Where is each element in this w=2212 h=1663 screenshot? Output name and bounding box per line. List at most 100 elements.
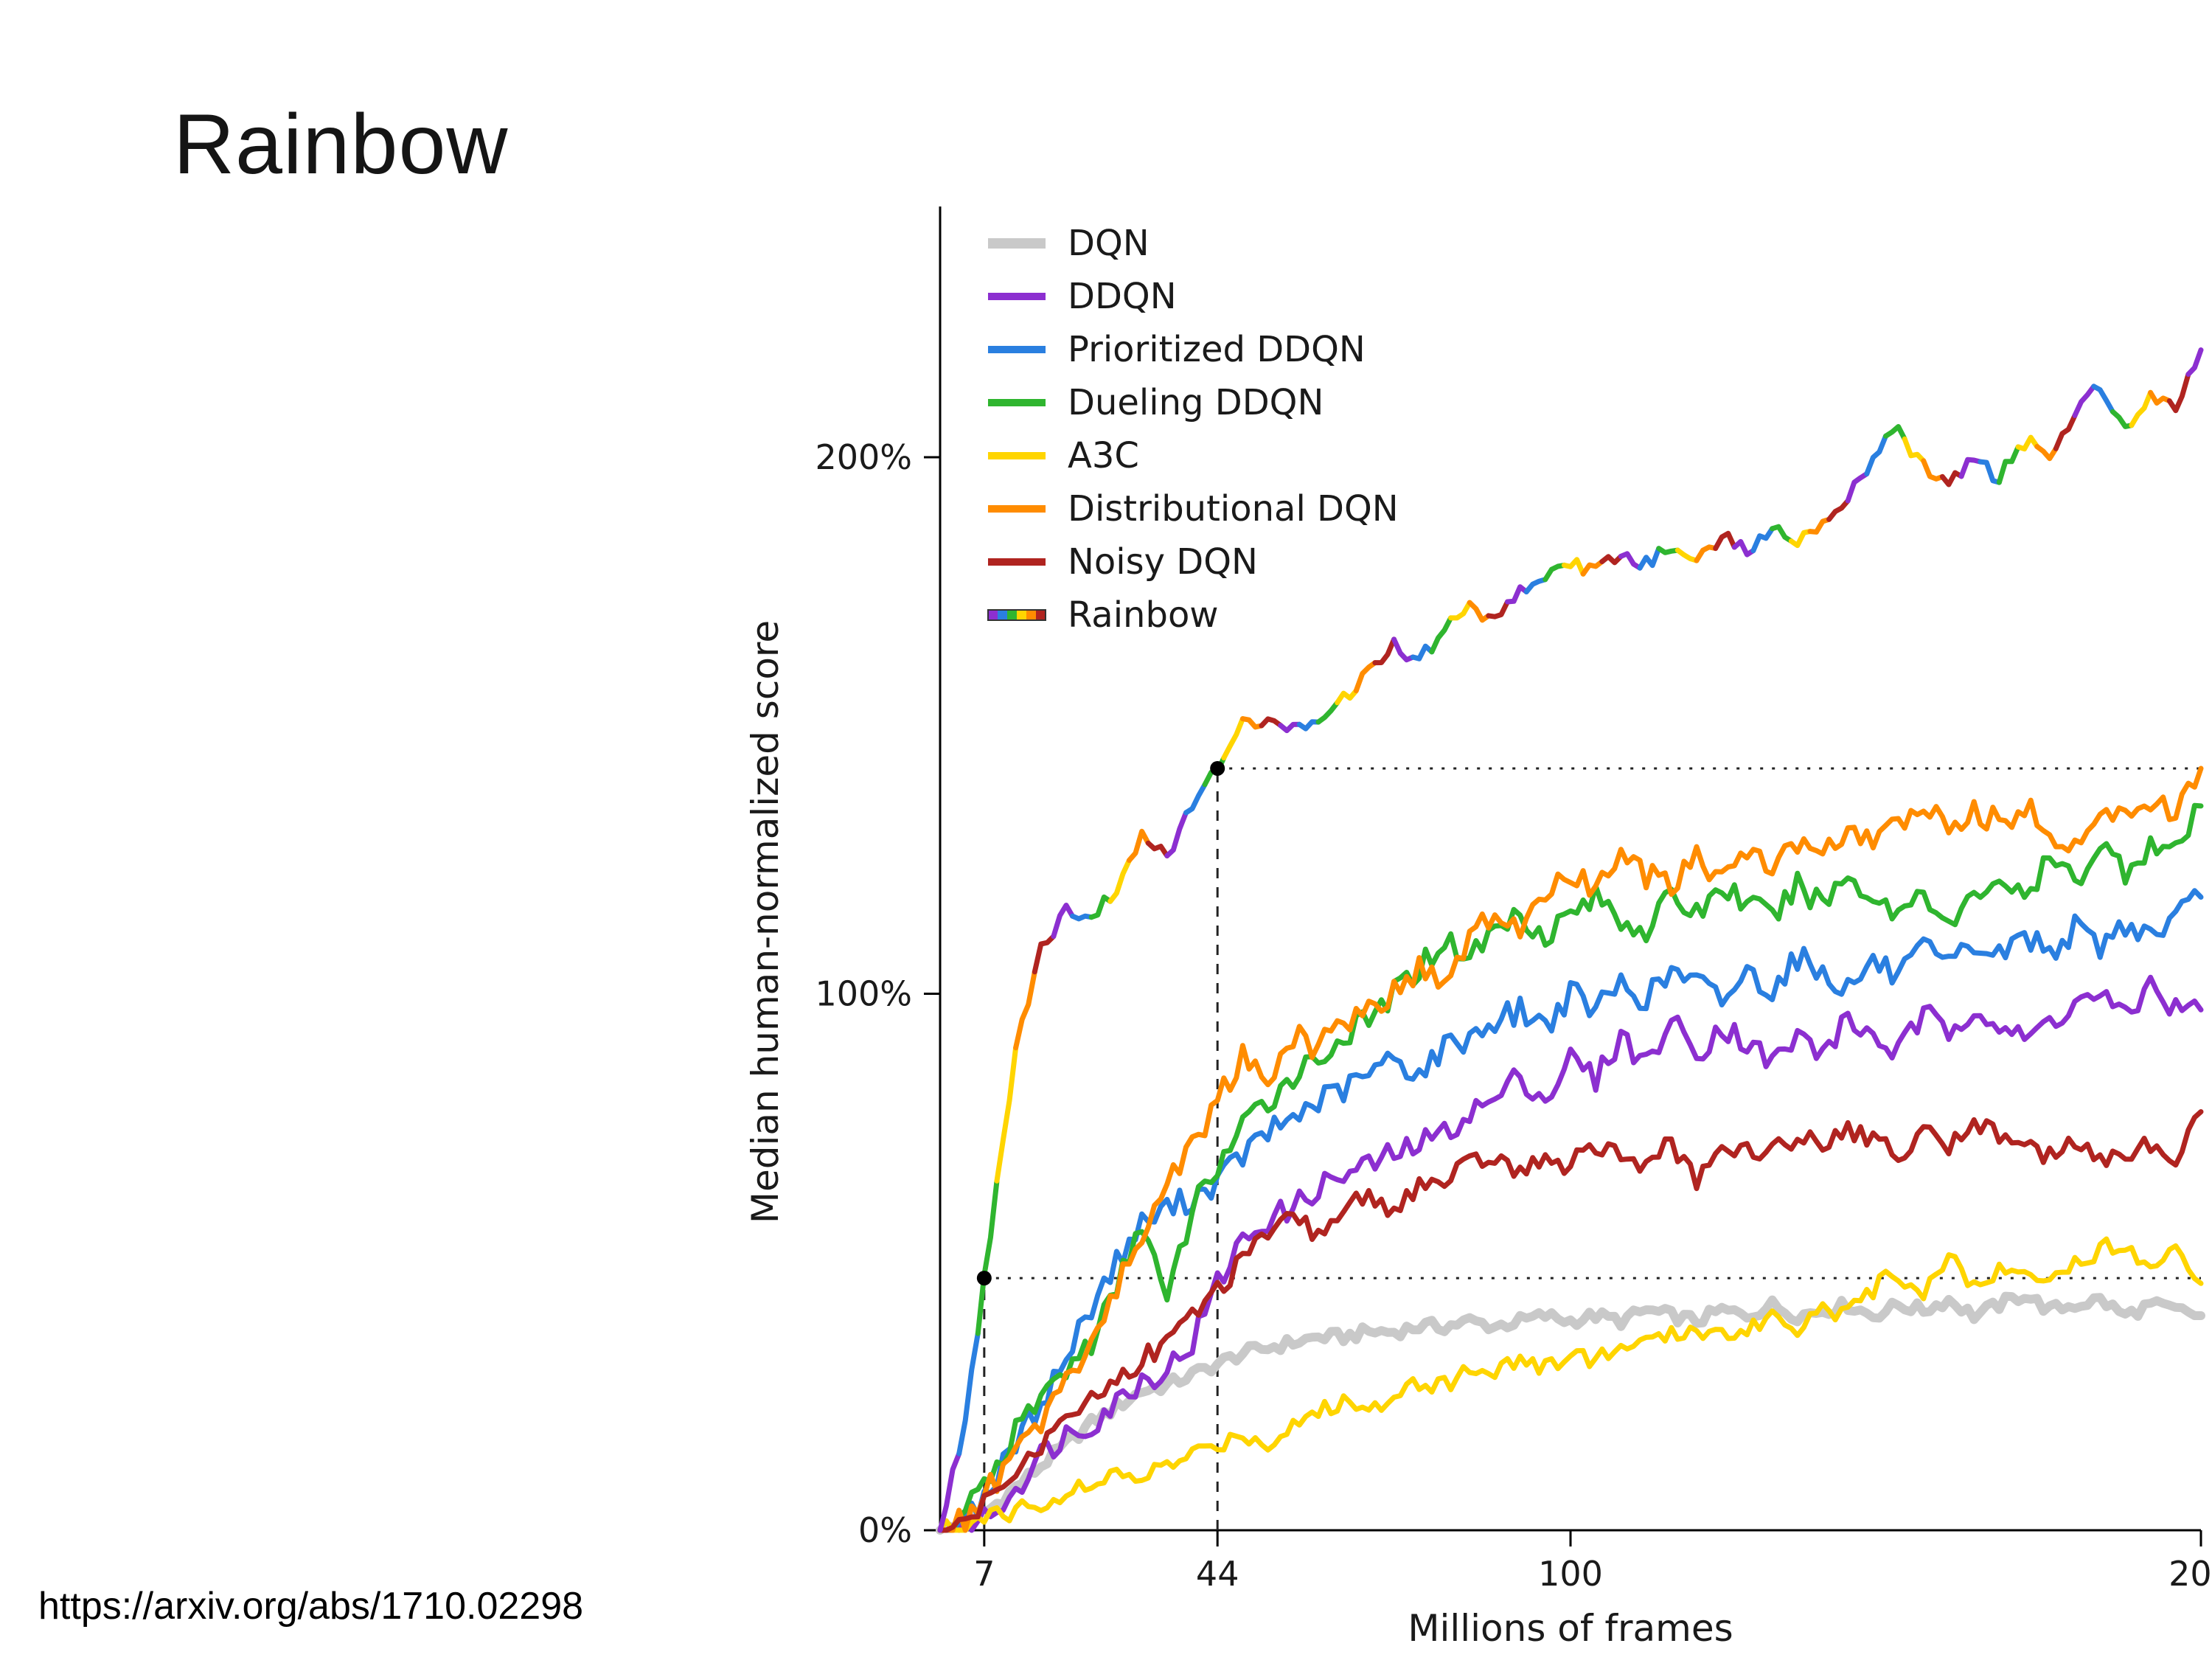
x-tick-label: 7 bbox=[973, 1554, 995, 1594]
series-rainbow-curve-segment bbox=[937, 1451, 962, 1533]
legend-item-prioritized-ddqn: Prioritized DDQN bbox=[988, 329, 1366, 370]
series-rainbow-curve-segment bbox=[2166, 372, 2191, 414]
series-rainbow-curve-segment bbox=[1088, 894, 1113, 920]
series-rainbow-curve-segment bbox=[1183, 782, 1208, 816]
series-rainbow-curve-segment bbox=[1921, 458, 1945, 482]
series-rainbow-curve-segment bbox=[2185, 347, 2204, 377]
legend-label: DQN bbox=[1068, 223, 1150, 264]
legend-item-rainbow: Rainbow bbox=[987, 594, 1219, 636]
series-rainbow-curve-segment bbox=[1032, 934, 1057, 975]
legend-label: DDQN bbox=[1068, 276, 1177, 317]
series-rainbow-curve-segment bbox=[1543, 562, 1567, 583]
series-rainbow-curve-segment bbox=[1523, 577, 1548, 594]
series-rainbow-curve-segment bbox=[1826, 498, 1851, 522]
y-tick-label: 200% bbox=[815, 437, 912, 477]
series-rainbow-curve-segment bbox=[2015, 434, 2040, 452]
series-rainbow-curve-segment bbox=[1505, 584, 1529, 605]
series-rainbow-curve-segment bbox=[1107, 858, 1132, 904]
series-rainbow-curve-segment bbox=[1315, 700, 1340, 725]
series-distributional-dqn-curve bbox=[937, 765, 2204, 1533]
legend-item-noisy-dqn: Noisy DQN bbox=[988, 541, 1258, 583]
source-url-text: https://arxiv.org/abs/1710.02298 bbox=[38, 1585, 584, 1628]
series-rainbow-curve-segment bbox=[1239, 716, 1265, 730]
series-rainbow-curve-segment bbox=[1013, 969, 1037, 1051]
series-rainbow-curve-segment bbox=[1448, 600, 1472, 621]
series-ddqn-curve bbox=[937, 974, 2204, 1533]
series-rainbow-curve-segment bbox=[1467, 600, 1492, 623]
series-rainbow-curve-segment bbox=[1864, 433, 1888, 476]
legend-item-distributional-dqn: Distributional DQN bbox=[988, 488, 1399, 530]
series-rainbow-curve-segment bbox=[1788, 529, 1813, 549]
series-rainbow-curve-segment bbox=[2034, 444, 2059, 462]
slide-title: Rainbow bbox=[173, 97, 509, 192]
legend-swatch-rainbow-border bbox=[987, 609, 1046, 621]
y-tick-label: 100% bbox=[815, 974, 912, 1014]
series-rainbow-curve-segment bbox=[2129, 389, 2154, 428]
series-rainbow-curve-segment bbox=[1599, 553, 1624, 566]
series-rainbow-curve-segment bbox=[1958, 456, 1983, 479]
legend-item-dqn: DQN bbox=[988, 223, 1150, 264]
series-rainbow-curve-segment bbox=[1656, 546, 1680, 555]
legend-item-dueling-ddqn: Dueling DDQN bbox=[988, 382, 1324, 423]
series-rainbow-curve-segment bbox=[1127, 828, 1151, 864]
series-rainbow-curve-segment bbox=[975, 1178, 1000, 1336]
chart-legend: DQN DDQN Prioritized DDQN Dueling DDQN A3C Di… bbox=[987, 223, 1399, 636]
legend-swatch-rainbow bbox=[988, 610, 998, 620]
series-prioritized-ddqn-curve bbox=[937, 888, 2204, 1533]
series-rainbow-curve-segment bbox=[1978, 459, 2002, 485]
legend-swatch-rainbow bbox=[998, 610, 1008, 620]
series-rainbow-curve-segment bbox=[1278, 721, 1302, 734]
series-rainbow-curve-segment bbox=[1618, 551, 1643, 571]
legend-swatch-rainbow bbox=[1026, 610, 1037, 620]
legend-swatch-rainbow bbox=[1017, 610, 1027, 620]
legend-swatch-rainbow bbox=[1036, 610, 1046, 620]
series-rainbow-curve-segment bbox=[2072, 383, 2097, 418]
series-rainbow-curve-segment bbox=[1694, 544, 1719, 563]
series-rainbow-curve-segment bbox=[1372, 636, 1397, 666]
legend-item-a3c: A3C bbox=[988, 435, 1139, 476]
series-rainbow-curve-segment bbox=[1429, 615, 1454, 655]
legend-label: Prioritized DDQN bbox=[1068, 329, 1366, 370]
series-rainbow-curve-segment bbox=[1164, 810, 1189, 858]
series-rainbow-curve-segment bbox=[1883, 424, 1907, 442]
series-rainbow-curve-segment bbox=[1750, 526, 1775, 554]
x-axis-label: Millions of frames bbox=[1408, 1607, 1733, 1650]
series-rainbow-curve-segment bbox=[1070, 913, 1094, 922]
series-rainbow-curve-segment bbox=[1259, 716, 1284, 729]
series-rainbow-curve-segment bbox=[2148, 389, 2172, 406]
series-rainbow-curve-segment bbox=[2110, 409, 2135, 429]
series-rainbow-curve-segment bbox=[956, 1330, 981, 1457]
series-rainbow-curve-segment bbox=[1145, 840, 1170, 858]
series-rainbow-curve-segment bbox=[1296, 719, 1321, 732]
series-rainbow-curve-segment bbox=[1807, 516, 1832, 535]
legend-item-ddqn: DDQN bbox=[988, 276, 1177, 317]
legend-label: Rainbow bbox=[1068, 594, 1219, 636]
legend-swatch-rainbow bbox=[1007, 610, 1018, 620]
legend-label: Distributional DQN bbox=[1068, 488, 1399, 530]
legend-label: Dueling DDQN bbox=[1068, 382, 1324, 423]
series-rainbow-curve-segment bbox=[1770, 524, 1794, 544]
series-rainbow-curve-segment bbox=[1410, 643, 1435, 662]
series-dqn-curve bbox=[936, 1291, 2205, 1535]
x-tick-label: 200 bbox=[2168, 1554, 2212, 1594]
series-rainbow-curve-segment bbox=[1674, 547, 1700, 563]
series-rainbow-curve-segment bbox=[1051, 903, 1075, 940]
annotation-dot bbox=[1210, 760, 1225, 776]
series-rainbow-curve-segment bbox=[1561, 557, 1586, 577]
series-rainbow-curve-segment bbox=[1939, 470, 1964, 487]
series-rainbow-curve-segment bbox=[2053, 412, 2078, 451]
series-rainbow-curve-segment bbox=[1580, 559, 1605, 577]
series-rainbow-curve-segment bbox=[1845, 471, 1870, 504]
series-rainbow-curve-segment bbox=[1221, 716, 1245, 761]
series-rainbow-curve-segment bbox=[1731, 538, 1756, 558]
legend-label: A3C bbox=[1068, 435, 1139, 476]
series-a3c-curve bbox=[937, 1236, 2204, 1533]
series-rainbow-curve-segment bbox=[1637, 546, 1662, 571]
y-tick-label: 0% bbox=[858, 1510, 912, 1550]
y-axis-label: Median human-normalized score bbox=[744, 620, 787, 1223]
series-dueling-ddqn-curve bbox=[937, 802, 2204, 1533]
series-rainbow-curve-segment bbox=[1902, 436, 1927, 464]
series-noisy-dqn-curve bbox=[937, 1109, 2204, 1533]
